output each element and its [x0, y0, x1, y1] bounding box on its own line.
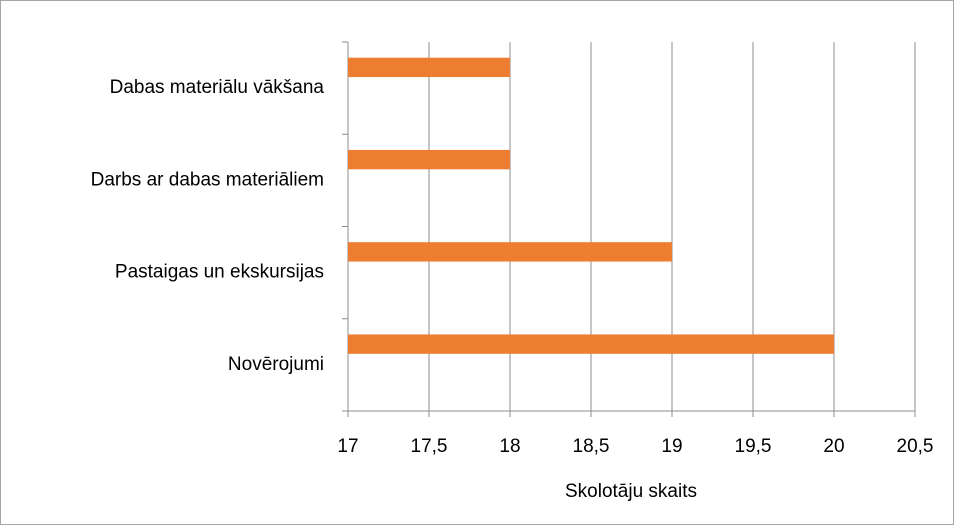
y-tick-label: Dabas materiālu vākšana [110, 77, 325, 98]
y-tick-label: Novērojumi [228, 354, 324, 375]
y-tick-label: Pastaigas un ekskursijas [115, 262, 324, 283]
bar [348, 334, 834, 354]
x-tick-label: 18 [499, 436, 520, 457]
bar [348, 242, 672, 262]
x-tick-label: 18,5 [573, 436, 610, 457]
x-tick-label: 19 [661, 436, 682, 457]
x-tick-label: 17,5 [411, 436, 448, 457]
bar [348, 57, 510, 78]
y-tick-label: Darbs ar dabas materiāliem [91, 169, 324, 190]
x-tick-label: 19,5 [735, 436, 772, 457]
x-tick-label: 20 [823, 436, 844, 457]
x-tick-label: 17 [337, 436, 358, 457]
x-axis-title: Skolotāju skaits [565, 481, 697, 502]
bar [348, 149, 510, 170]
x-tick-label: 20,5 [897, 436, 934, 457]
